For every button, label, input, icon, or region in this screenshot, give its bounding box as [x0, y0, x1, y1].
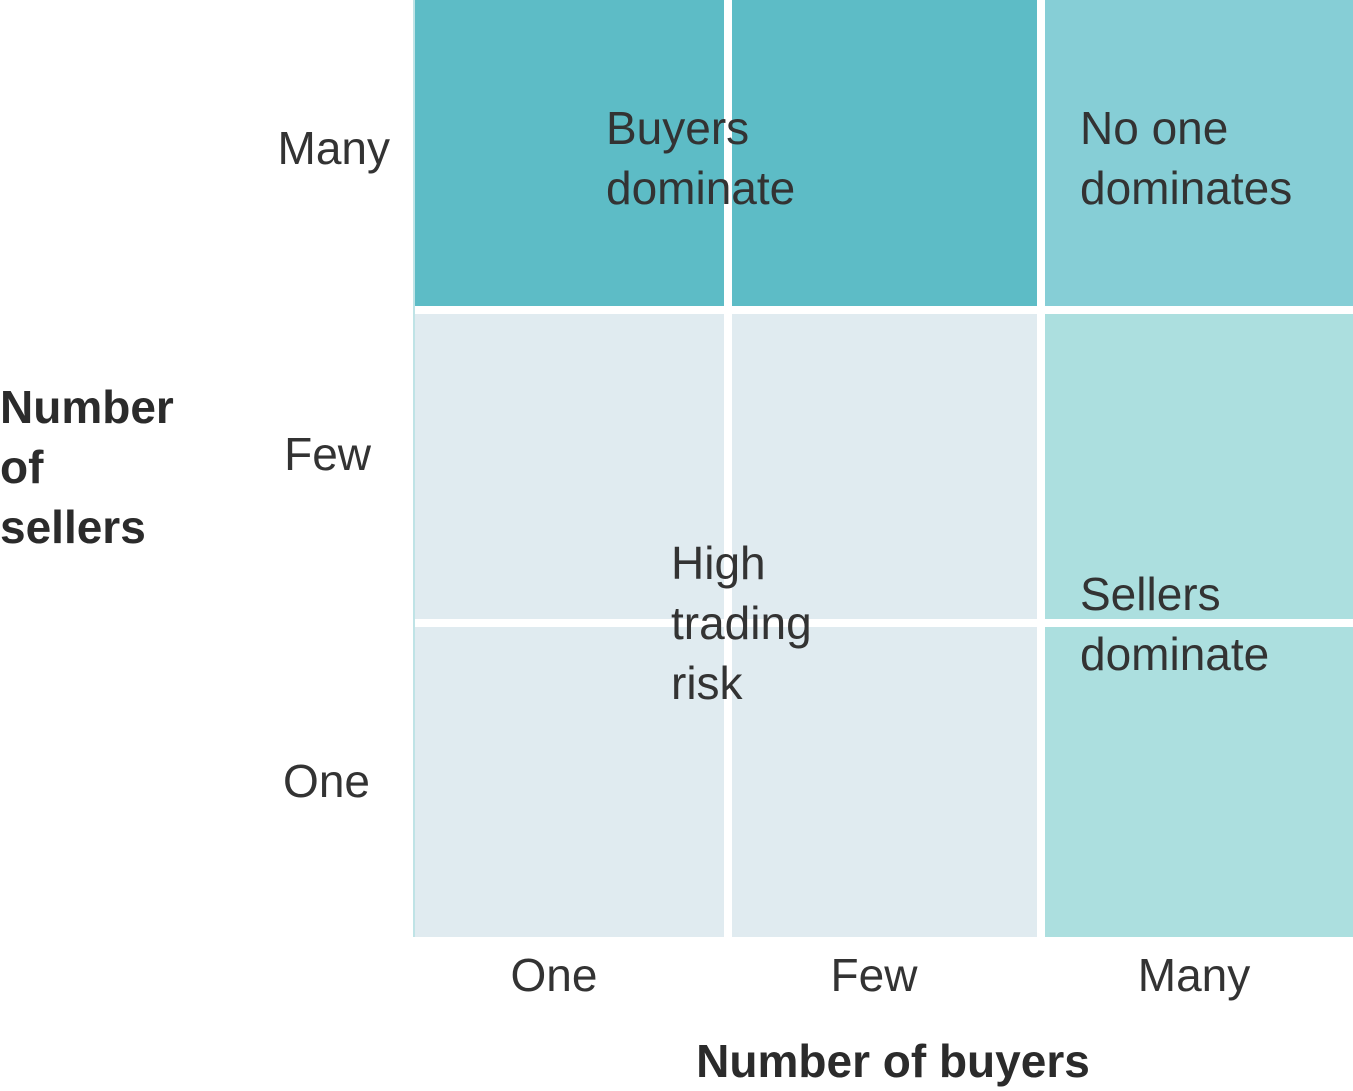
y-label: One [283, 755, 370, 807]
cell [1045, 627, 1353, 937]
left-edge [413, 0, 415, 937]
cell [732, 314, 1037, 619]
cell [1045, 0, 1353, 306]
x-axis-title: Number of buyers [696, 1035, 1090, 1087]
x-label: Few [830, 949, 918, 1001]
cell [415, 627, 724, 937]
x-label: Many [1137, 949, 1251, 1001]
cell [1045, 314, 1353, 619]
region-label: High trading risk [671, 537, 812, 709]
region-label: No one dominates [1080, 102, 1293, 214]
x-label: One [510, 949, 598, 1001]
y-label: Few [284, 428, 371, 480]
y-axis-title: Number of sellers [0, 381, 174, 553]
cell [415, 0, 724, 306]
region-label: Buyers dominate [606, 102, 796, 214]
y-label: Many [277, 122, 390, 174]
region-label: Sellers dominate [1080, 568, 1270, 680]
cell [415, 314, 724, 619]
matrix [413, 0, 1353, 937]
cell [732, 0, 1037, 306]
cell [732, 627, 1037, 937]
